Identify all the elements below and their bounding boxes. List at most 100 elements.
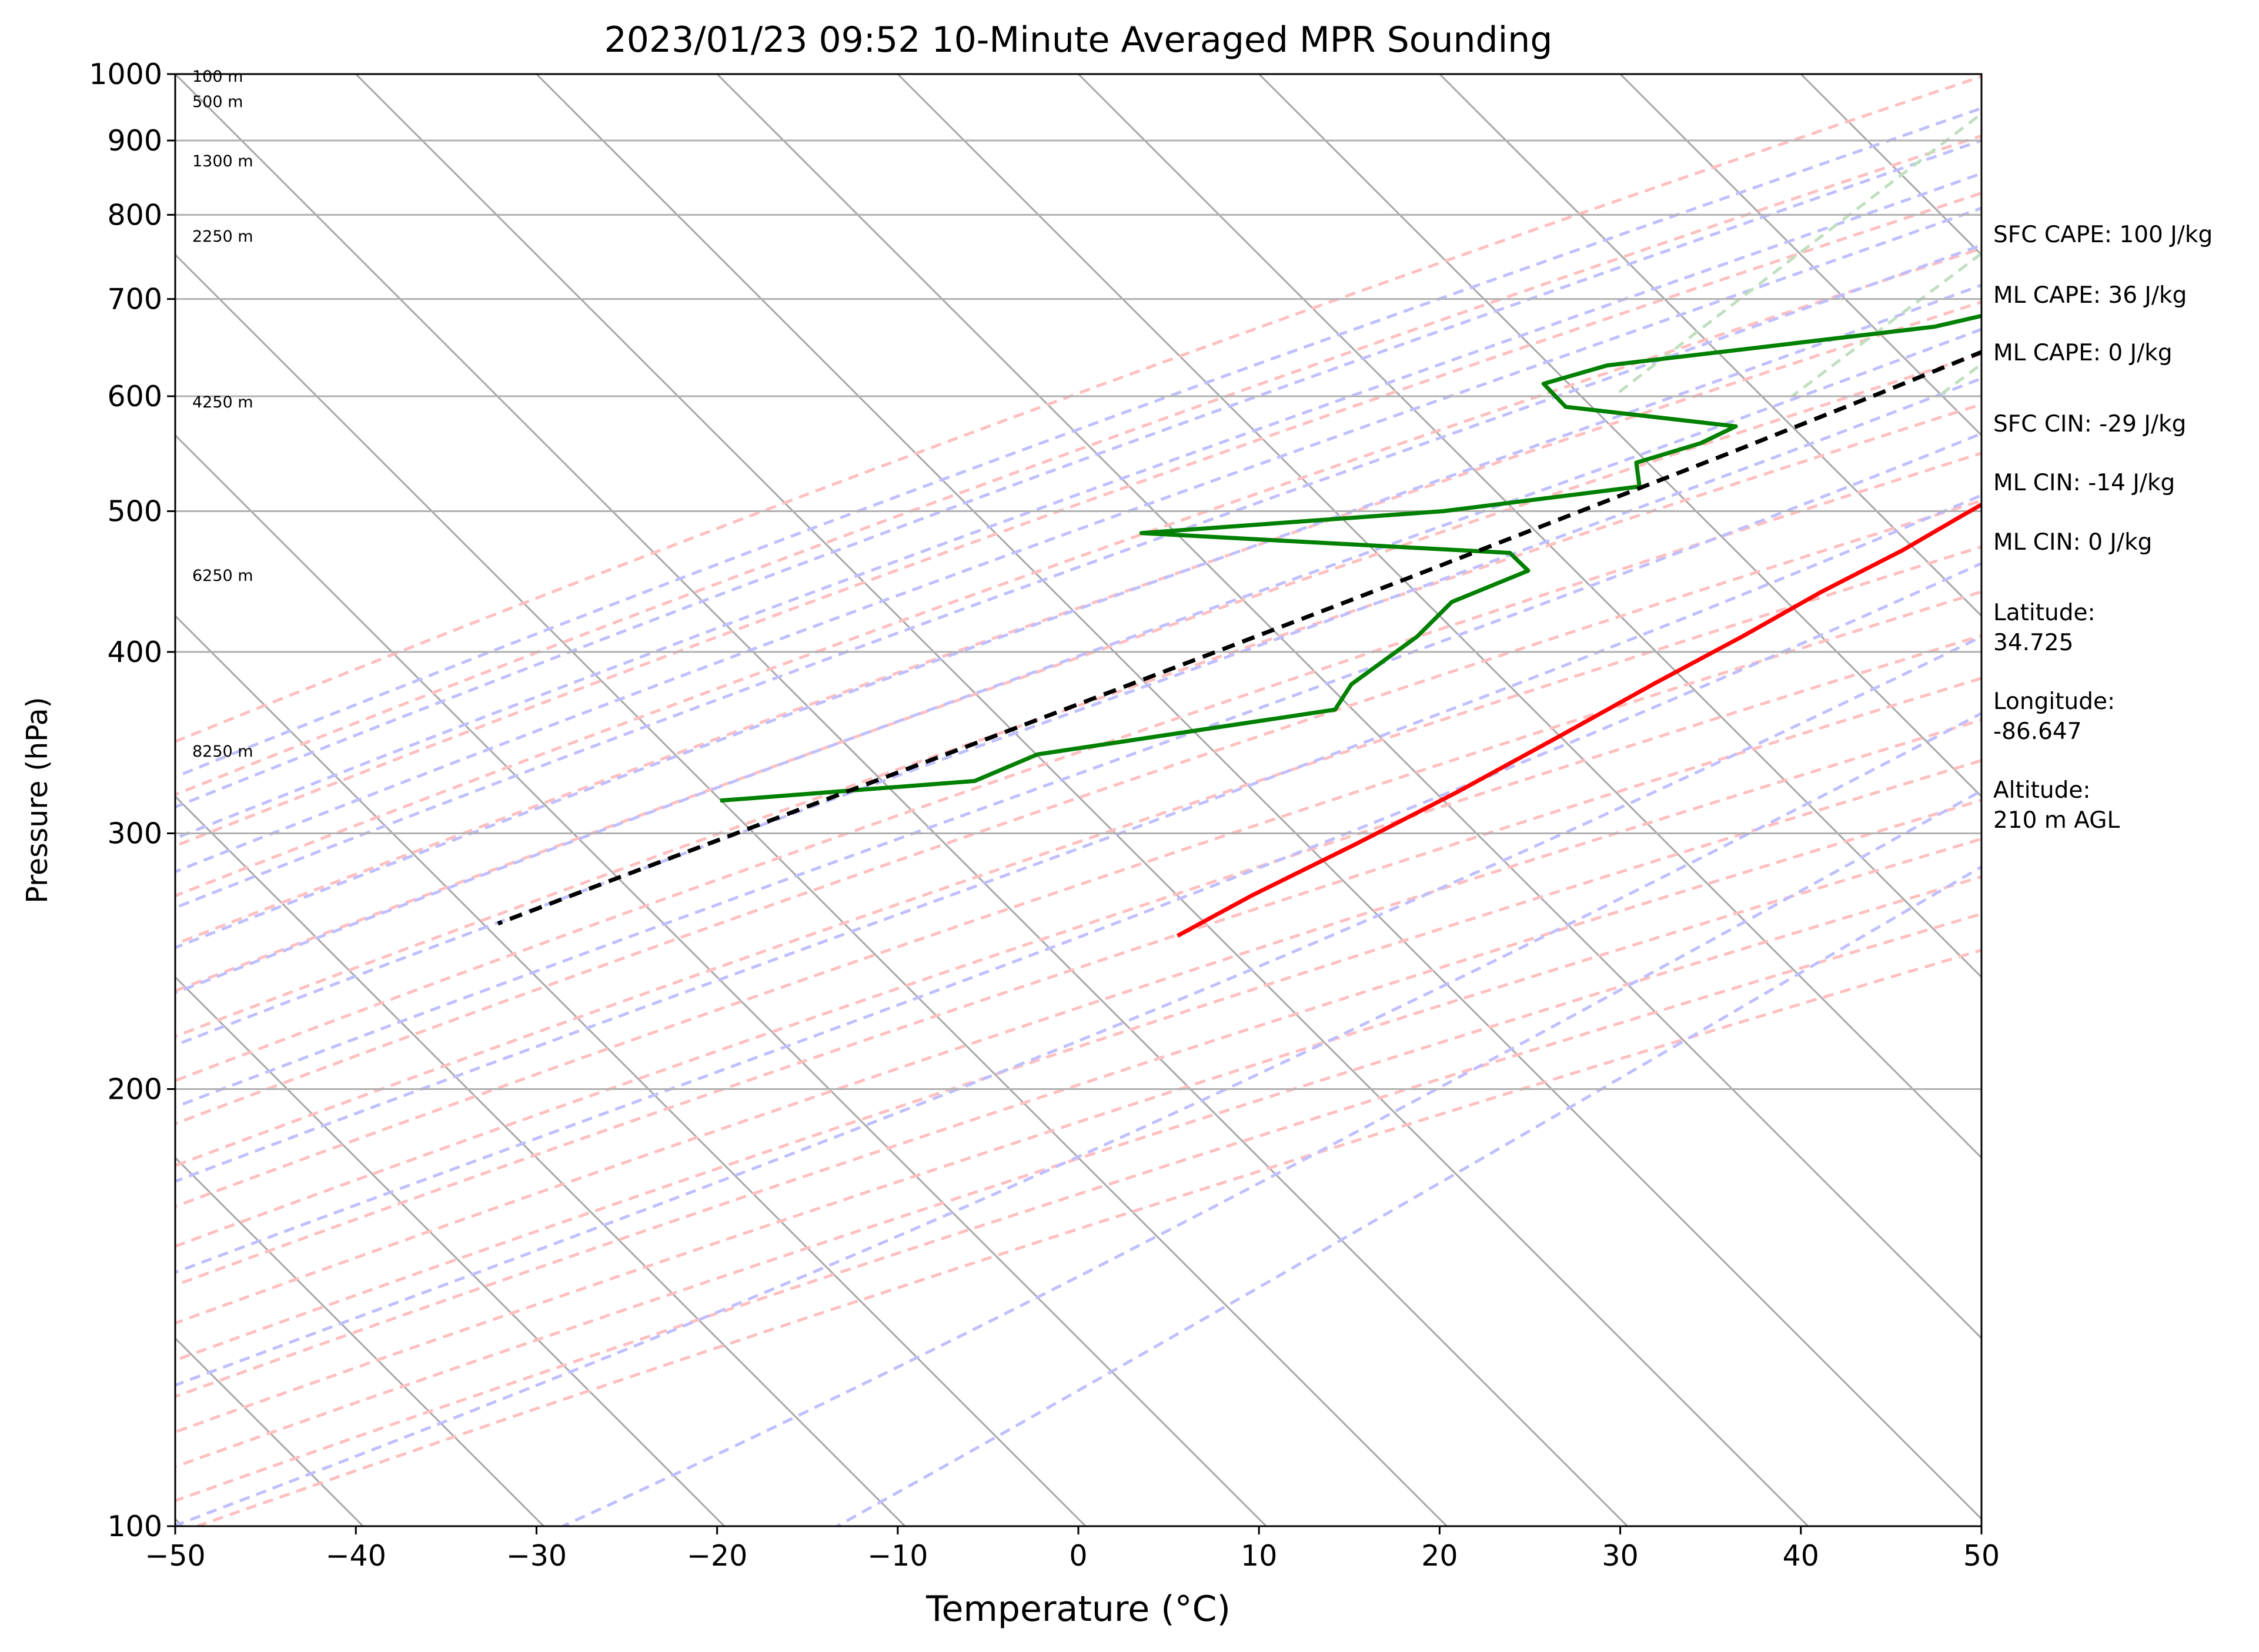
y-tick-label: 400 bbox=[107, 636, 162, 669]
y-tick-label: 900 bbox=[107, 124, 162, 158]
moist-adiabat-line bbox=[836, 865, 1981, 1526]
dry-adiabat-line bbox=[175, 677, 1981, 1287]
dry-adiabat-line bbox=[175, 634, 1981, 1248]
x-tick-label: −50 bbox=[145, 1539, 205, 1573]
height-label: 1300 m bbox=[192, 152, 253, 170]
dry-adiabat-line bbox=[175, 134, 1981, 797]
height-label: 2250 m bbox=[192, 228, 253, 246]
moist-adiabat-line bbox=[175, 377, 1981, 1047]
ml-cape-text: ML CAPE: 36 J/kg bbox=[1993, 282, 2187, 309]
y-tick-label: 700 bbox=[107, 283, 162, 316]
dry-adiabat-line bbox=[175, 403, 1981, 1038]
x-tick-label: −40 bbox=[325, 1539, 386, 1573]
dry-adiabat-line bbox=[175, 798, 1981, 1399]
isotherm-line bbox=[175, 74, 1629, 1526]
dry-adiabat-line bbox=[175, 590, 1981, 1208]
isotherm-line bbox=[175, 1337, 364, 1526]
moist-adiabat-line bbox=[175, 327, 1981, 995]
height-labels: 8250 m 6250 m 4250 m 2250 m 1300 m 500 m 100 m bbox=[192, 68, 253, 761]
altitude-value: 210 m AGL bbox=[1993, 807, 2120, 834]
y-tick-label: 500 bbox=[107, 495, 162, 529]
dry-adiabat-line bbox=[175, 545, 1981, 1168]
moist-adiabat-line bbox=[175, 206, 1981, 874]
dry-adiabat-line bbox=[175, 246, 1981, 898]
dry-adiabat-line bbox=[175, 499, 1981, 1126]
isotherm-line bbox=[175, 1156, 544, 1526]
dry-adiabat-line bbox=[175, 352, 1981, 993]
ml-cape-text: ML CAPE: 0 J/kg bbox=[1993, 340, 2173, 366]
dry-adiabat-line bbox=[175, 452, 1981, 1082]
moist-adiabat-line bbox=[175, 243, 1981, 909]
dry-adiabat-line bbox=[175, 718, 1981, 1325]
longitude-value: -86.647 bbox=[1993, 718, 2082, 745]
x-tick-label: −30 bbox=[506, 1539, 567, 1573]
x-tick-label: −10 bbox=[867, 1539, 928, 1573]
dewpoint-line bbox=[720, 313, 1981, 803]
isotherm-line bbox=[175, 795, 906, 1526]
moist-adiabat-line bbox=[175, 106, 1981, 779]
height-label: 100 m bbox=[192, 68, 243, 86]
isotherm-line bbox=[897, 74, 1981, 1159]
dry-adiabat-line bbox=[175, 875, 1981, 1469]
x-tick-label: 20 bbox=[1421, 1539, 1458, 1573]
moist-adiabat-line bbox=[562, 789, 1981, 1526]
ml-cin-text: ML CIN: -14 J/kg bbox=[1993, 470, 2175, 496]
isotherm-line bbox=[0, 74, 2, 1526]
dry-adiabat-line bbox=[175, 191, 1981, 848]
isotherm-line bbox=[175, 614, 1087, 1526]
x-tick-label: 50 bbox=[1963, 1539, 2000, 1573]
plot-frame bbox=[174, 73, 1983, 1527]
isotherm-line bbox=[355, 74, 1809, 1526]
isotherm-line bbox=[175, 975, 726, 1526]
isobar-gridlines bbox=[175, 74, 1981, 1526]
y-tick-label: 600 bbox=[107, 380, 162, 413]
y-axis-label: Pressure (hPa) bbox=[21, 697, 54, 903]
moist-adiabat-line bbox=[175, 283, 1981, 949]
x-tick-label: −20 bbox=[687, 1539, 747, 1573]
profile-lines bbox=[497, 313, 1981, 938]
x-tick-label: 40 bbox=[1783, 1539, 1819, 1573]
latitude-value: 34.725 bbox=[1993, 630, 2073, 656]
isotherm-line bbox=[1077, 74, 1981, 979]
sfc-cape-text: SFC CAPE: 100 J/kg bbox=[1993, 222, 2213, 248]
ml-cin-text: ML CIN: 0 J/kg bbox=[1993, 529, 2152, 556]
latitude-label: Latitude: bbox=[1993, 600, 2096, 626]
isotherm-line bbox=[536, 74, 1981, 1520]
y-tick-label: 100 bbox=[107, 1510, 162, 1543]
mixing-ratio-line bbox=[1791, 252, 1981, 397]
height-label: 500 m bbox=[192, 93, 243, 111]
background-lines bbox=[0, 74, 1981, 1526]
height-label: 8250 m bbox=[192, 743, 253, 761]
y-tick-label: 300 bbox=[107, 817, 162, 851]
isotherm-line bbox=[175, 434, 1267, 1526]
dry-adiabat-line bbox=[175, 300, 1981, 946]
height-label: 4250 m bbox=[192, 393, 253, 412]
altitude-label: Altitude: bbox=[1993, 777, 2091, 804]
moist-adiabat-line bbox=[175, 561, 1981, 1274]
y-tick-label: 800 bbox=[107, 198, 162, 232]
x-tick-label: 10 bbox=[1241, 1539, 1277, 1573]
dry-adiabat-line bbox=[175, 837, 1981, 1434]
moist-adiabat-line bbox=[175, 635, 1981, 1387]
moist-adiabat-line bbox=[175, 432, 1981, 1109]
longitude-label: Longitude: bbox=[1993, 688, 2115, 715]
moist-adiabat-line bbox=[175, 172, 1981, 840]
dry-adiabat-line bbox=[175, 912, 1981, 1503]
parcel-line bbox=[497, 350, 1981, 926]
isotherm-line bbox=[1258, 74, 1981, 798]
moist-adiabat-line bbox=[175, 711, 1981, 1526]
x-axis-label: Temperature (°C) bbox=[925, 1589, 1231, 1630]
moist-adiabat-line bbox=[175, 493, 1981, 1183]
chart-title: 2023/01/23 09:52 10-Minute Averaged MPR … bbox=[604, 19, 1553, 61]
moist-adiabat-line bbox=[175, 139, 1981, 809]
dry-adiabat-line bbox=[175, 75, 1981, 744]
y-axis-ticks: 100 200 300 400 500 600 700 800 900 1000 bbox=[89, 58, 175, 1543]
height-label: 6250 m bbox=[192, 567, 253, 585]
y-tick-label: 1000 bbox=[89, 58, 162, 91]
x-axis-ticks: −50 −40 −30 −20 −10 0 10 20 30 40 50 bbox=[145, 1526, 2000, 1573]
mixing-ratio-line bbox=[1612, 112, 1981, 397]
temperature-line bbox=[1176, 502, 1981, 938]
dry-adiabat-line bbox=[175, 758, 1981, 1362]
